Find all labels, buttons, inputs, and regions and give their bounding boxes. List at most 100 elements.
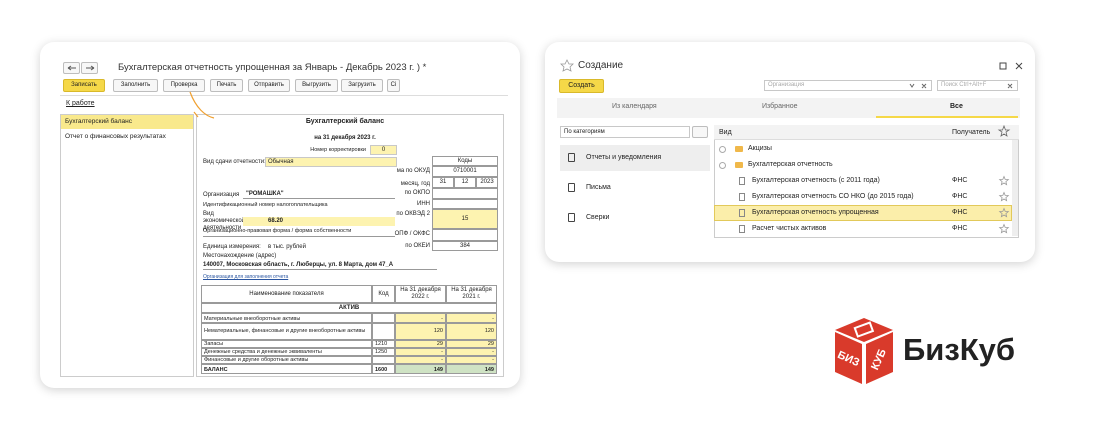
organization-field: "РОМАШКА"	[243, 190, 395, 199]
table-cell: -	[446, 348, 497, 356]
hint-arrow	[189, 91, 215, 119]
favorites-column-icon	[997, 124, 1011, 137]
section-item[interactable]: Бухгалтерский баланс	[61, 115, 193, 129]
table-cell: -	[395, 313, 446, 323]
table-cell	[372, 313, 395, 323]
form-label: Идентификационный номер налогоплательщик…	[203, 202, 328, 208]
toolbar-button[interactable]: Загрузить	[341, 79, 383, 92]
toolbar-button[interactable]: Отправить	[248, 79, 290, 92]
close-icon[interactable]	[1015, 62, 1023, 70]
expand-icon	[719, 146, 726, 153]
correction-field: 0	[370, 145, 397, 155]
favorite-star[interactable]	[998, 207, 1010, 218]
bizkub-cube: БИЗ КУБ	[835, 318, 893, 384]
code-value: 384	[432, 241, 498, 251]
table-cell: Нематериальные, финансовые и другие внео…	[201, 323, 372, 340]
search-field[interactable]: Поиск Ctrl+Alt+F	[937, 80, 1018, 91]
table-cell: 1210	[372, 340, 395, 348]
table-cell: 29	[395, 340, 446, 348]
table-cell	[372, 323, 395, 340]
category-icon	[568, 213, 575, 222]
filter-button[interactable]	[692, 126, 708, 138]
document-icon	[739, 209, 745, 217]
code-label: по ОКПО	[404, 190, 430, 196]
report-recipient: ФНС	[952, 209, 968, 216]
expand-icon	[719, 162, 726, 169]
table-header	[714, 125, 1019, 140]
table-cell: Финансовые и другие оборотные активы	[201, 356, 372, 364]
toolbar-button[interactable]: Заполнить	[113, 79, 158, 92]
favorite-star[interactable]	[998, 191, 1010, 202]
form-heading: Бухгалтерский баланс	[305, 118, 385, 125]
category-label: Отчеты и уведомления	[586, 154, 662, 161]
table-cell: -	[395, 348, 446, 356]
nav-arrows	[67, 65, 95, 71]
back-to-work-link[interactable]: К работе	[66, 100, 95, 107]
table-section: АКТИВ	[201, 303, 497, 313]
code-label: по ОКЕИ	[405, 243, 430, 249]
address-field: 140007, Московская область, г. Люберцы, …	[203, 262, 437, 270]
table-cell: -	[395, 356, 446, 364]
organization-field[interactable]: Организация	[764, 80, 932, 91]
date-cell: 31	[432, 177, 454, 188]
category-icon	[568, 183, 575, 192]
document-icon	[739, 177, 745, 185]
section-item[interactable]: Отчет о финансовых результатах	[65, 133, 166, 140]
category-label: Сверки	[586, 214, 610, 221]
table-cell: Запасы	[201, 340, 372, 348]
table-cell: 120	[446, 323, 497, 340]
tab[interactable]: Все	[950, 103, 963, 110]
form-label: Организационно-правовая форма / форма со…	[203, 228, 352, 234]
toolbar-button[interactable]: Выгрузить	[295, 79, 338, 92]
code-label: месяц, год	[400, 181, 430, 187]
date-cell: 2023	[476, 177, 498, 188]
toolbar-button[interactable]: Проверка	[163, 79, 205, 92]
report-name[interactable]: Бухгалтерская отчетность упрощенная	[752, 209, 879, 216]
window-title: Бухгалтерская отчетность упрощенная за Я…	[118, 62, 427, 73]
column-header: Получатель	[952, 129, 991, 136]
tab[interactable]: Из календаря	[612, 103, 657, 110]
favorite-star[interactable]	[998, 175, 1010, 186]
sections-panel	[60, 114, 194, 377]
table-cell: 29	[446, 340, 497, 348]
form-date: на 31 декабря 2023 г.	[314, 135, 376, 141]
table-cell: БАЛАНС	[201, 364, 372, 374]
toolbar-button[interactable]: Записать	[63, 79, 105, 92]
folder-label: Бухгалтерская отчетность	[748, 161, 833, 168]
code-cell	[432, 188, 498, 199]
favorite-star[interactable]	[998, 223, 1010, 234]
report-name[interactable]: Бухгалтерская отчетность (с 2011 года)	[752, 177, 880, 184]
document-icon	[739, 193, 745, 201]
form-label: Местонахождение (адрес)	[203, 253, 277, 259]
folder-icon	[735, 146, 743, 152]
code-label: по ОКВЭД 2	[396, 211, 430, 217]
logo-text: БизКуб	[903, 332, 1016, 367]
table-cell: 1250	[372, 348, 395, 356]
filter-dropdown[interactable]: По категориям	[560, 126, 690, 138]
selected-row	[714, 205, 1012, 221]
category-icon	[568, 153, 575, 162]
report-recipient: ФНС	[952, 193, 968, 200]
activity-field: 68.20	[243, 217, 395, 226]
tab[interactable]: Избранное	[762, 103, 798, 110]
create-button[interactable]: Создать	[559, 79, 604, 93]
report-name[interactable]: Расчет чистых активов	[752, 225, 827, 232]
maximize-icon[interactable]	[999, 62, 1007, 70]
folder-label: Акцизы	[748, 145, 772, 152]
category-item[interactable]	[560, 145, 710, 171]
favorite-star[interactable]	[560, 59, 574, 72]
table-cell: -	[446, 313, 497, 323]
report-name[interactable]: Бухгалтерская отчетность СО НКО (до 2015…	[752, 193, 914, 200]
report-recipient: ФНС	[952, 225, 968, 232]
scrollbar	[1012, 140, 1018, 236]
toolbar-button[interactable]: Сі	[387, 79, 400, 92]
table-header: Наименование показателя	[201, 285, 372, 303]
submission-field: Обычная	[265, 157, 397, 167]
tabs-bar	[557, 98, 1020, 118]
toolbar-button[interactable]: Печать	[210, 79, 243, 92]
code-label: ма по ОКУД	[396, 168, 430, 174]
codes-header: Коды	[432, 156, 498, 166]
table-header: Код	[372, 285, 395, 303]
